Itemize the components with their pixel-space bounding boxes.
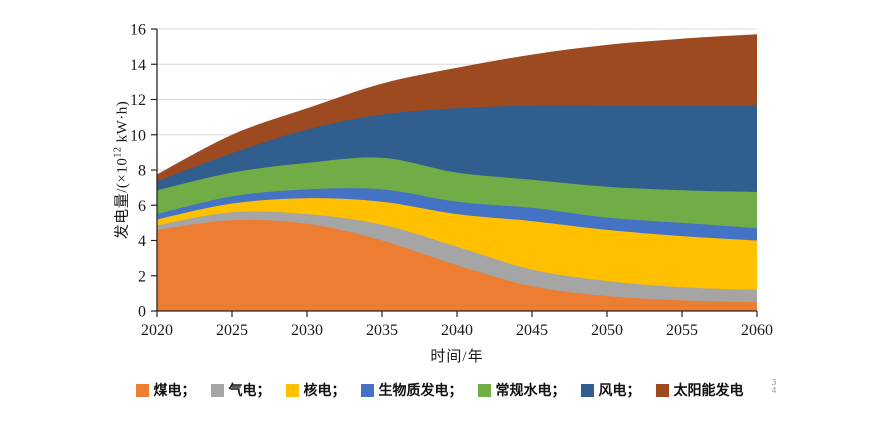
legend-item-太阳能发电: 太阳能发电 — [655, 380, 744, 400]
legend-swatch-太阳能发电 — [655, 383, 669, 397]
x-tick-label-2055: 2055 — [666, 322, 698, 339]
x-tick-label-2030: 2030 — [291, 322, 323, 339]
y-tick-label-2: 2 — [138, 268, 146, 285]
y-tick-label-10: 10 — [130, 127, 146, 144]
y-tick-label-16: 16 — [130, 22, 146, 39]
legend-swatch-常规水电 — [477, 383, 491, 397]
x-tick-label-2025: 2025 — [216, 322, 248, 339]
y-axis-title: 发电量/(×1012 kW·h) — [112, 100, 131, 240]
y-tick-label-14: 14 — [130, 57, 146, 74]
legend-label-太阳能发电: 太阳能发电 — [673, 382, 744, 398]
legend-label-生物质发电: 生物质发电； — [378, 382, 463, 398]
y-tick-label-6: 6 — [138, 198, 146, 215]
legend-item-核电: 核电； — [285, 380, 346, 400]
x-tick-label-2020: 2020 — [141, 322, 173, 339]
legend-item-生物质发电: 生物质发电； — [360, 380, 463, 400]
area-煤电 — [157, 219, 757, 311]
x-axis-title: 时间/年 — [430, 349, 484, 365]
legend: 煤电； 气电； 核电； 生物质发电； 常规水电； 风电； 太阳能发电 — [135, 380, 744, 400]
legend-label-核电: 核电； — [303, 382, 346, 398]
y-tick-label-4: 4 — [138, 233, 146, 250]
x-tick-label-2060: 2060 — [741, 322, 773, 339]
legend-item-气电: 气电； — [210, 380, 271, 400]
x-tick-label-2045: 2045 — [516, 322, 548, 339]
legend-item-煤电: 煤电； — [135, 380, 196, 400]
stray-artifact-line2: 4 — [771, 386, 777, 395]
legend-label-风电: 风电； — [598, 382, 641, 398]
legend-label-煤电: 煤电； — [153, 382, 196, 398]
y-tick-label-12: 12 — [130, 92, 146, 109]
y-tick-label-8: 8 — [138, 163, 146, 180]
legend-swatch-生物质发电 — [360, 383, 374, 397]
y-tick-label-0: 0 — [138, 304, 146, 321]
x-tick-label-2050: 2050 — [591, 322, 623, 339]
x-tick-label-2040: 2040 — [441, 322, 473, 339]
legend-swatch-气电 — [210, 383, 224, 397]
legend-swatch-煤电 — [135, 383, 149, 397]
stray-artifact-line1: 3 — [771, 378, 777, 387]
legend-swatch-风电 — [580, 383, 594, 397]
legend-label-常规水电: 常规水电； — [495, 382, 566, 398]
legend-label-气电: 气电； — [228, 382, 271, 398]
legend-item-风电: 风电； — [580, 380, 641, 400]
legend-item-常规水电: 常规水电； — [477, 380, 566, 400]
legend-swatch-核电 — [285, 383, 299, 397]
stray-artifact-text: 3 4 — [768, 379, 780, 395]
x-tick-label-2035: 2035 — [366, 322, 398, 339]
y-axis-title-superscript: 12 — [112, 146, 124, 158]
